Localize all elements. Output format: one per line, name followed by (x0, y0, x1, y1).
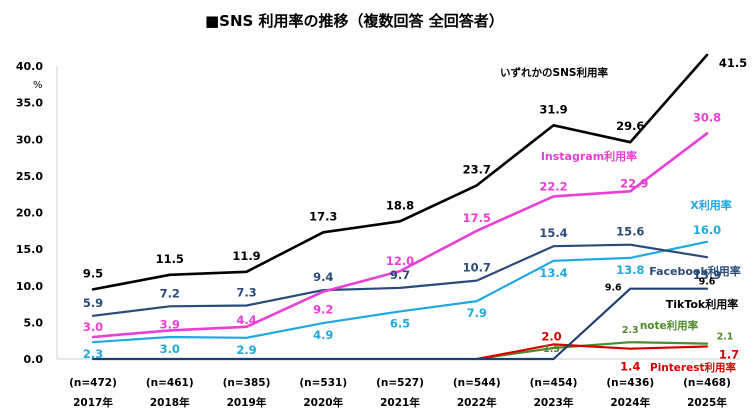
x-sample-size-label: (n=527) (376, 377, 424, 389)
data-label: 9.6 (699, 277, 716, 288)
data-label: 29.6 (616, 119, 644, 133)
y-tick-label: 35.0 (16, 97, 43, 110)
data-label: 1.7 (719, 348, 739, 362)
series-name-label: Facebook利用率 (649, 264, 741, 278)
data-label: 15.4 (539, 226, 567, 240)
series-name-label: Instagram利用率 (541, 149, 637, 163)
data-label: 31.9 (539, 102, 567, 116)
x-sample-size-label: (n=468) (683, 377, 731, 389)
data-label: 9.6 (605, 283, 622, 294)
x-tick-label: 2025年 (687, 396, 727, 409)
data-label: 3.9 (160, 317, 180, 331)
series-names: いずれかのSNS利用率 Instagram利用率 X利用率 Facebook利用率 Ti… (500, 66, 741, 374)
data-label: 41.5 (719, 56, 747, 70)
data-label: 10.7 (463, 261, 491, 275)
y-tick-label: 0.0 (24, 353, 44, 366)
x-tick-label: 2017年 (73, 396, 113, 409)
x-tick-label: 2019年 (227, 396, 267, 409)
x-sample-size-label: (n=472) (69, 377, 117, 389)
data-label: 2.1 (717, 332, 734, 343)
x-tick-label: 2021年 (380, 396, 420, 409)
series-name-label: note利用率 (640, 319, 699, 332)
data-label: 11.9 (232, 249, 260, 263)
y-tick-label: 40.0 (16, 60, 43, 73)
y-tick-label: 15.0 (16, 243, 43, 256)
data-label: 15.6 (616, 225, 644, 239)
data-label: 2.3 (622, 325, 639, 336)
x-tick-label: 2024年 (610, 396, 650, 409)
series-line-2 (91, 243, 709, 317)
x-sample-size-label: (n=461) (146, 377, 194, 389)
data-label: 13.8 (616, 263, 644, 277)
x-tick-label: 2018年 (150, 396, 190, 409)
data-label: 4.4 (236, 313, 256, 327)
data-label: 22.9 (620, 176, 648, 190)
x-sample-size-label: (n=436) (606, 377, 654, 389)
data-label: 9.4 (313, 270, 333, 284)
data-label: 6.5 (390, 316, 410, 330)
data-label: 3.0 (160, 342, 180, 356)
x-tick-label: 2023年 (534, 396, 574, 409)
y-tick-label: 25.0 (16, 170, 43, 183)
x-tick-label: 2022年 (457, 396, 497, 409)
series-lines (91, 53, 709, 361)
series-line-3 (91, 240, 709, 344)
y-tick-label: 30.0 (16, 133, 43, 146)
series-name-label: X利用率 (690, 198, 731, 212)
data-label: 13.4 (539, 266, 567, 280)
data-label: 11.5 (156, 252, 184, 266)
data-label: 9.7 (390, 268, 410, 282)
data-label: 7.9 (467, 306, 487, 320)
y-tick-label: 5.0 (24, 316, 44, 329)
series-line-6 (475, 343, 709, 361)
data-label: 7.3 (236, 286, 256, 300)
data-label: 16.0 (693, 223, 721, 237)
data-label: 12.0 (386, 254, 414, 268)
y-axis-unit: % (33, 80, 43, 91)
series-name-label: TikTok利用率 (666, 297, 739, 311)
y-tick-label: 20.0 (16, 207, 43, 220)
data-label: 13.9 (693, 268, 721, 282)
series-line-0 (91, 53, 709, 291)
data-label: 1.4 (620, 360, 640, 374)
data-label: 30.8 (693, 110, 721, 124)
series-line-1 (91, 132, 709, 339)
data-label: 2.0 (541, 329, 561, 343)
data-label: 22.2 (539, 179, 567, 193)
data-label: 2.3 (83, 347, 103, 361)
data-label: 9.5 (83, 266, 103, 280)
data-label: 23.7 (463, 162, 491, 176)
data-label: 17.3 (309, 209, 337, 223)
data-label: 1.5 (543, 344, 560, 355)
x-sample-size-label: (n=531) (299, 377, 347, 389)
x-sample-size-label: (n=385) (223, 377, 271, 389)
data-label: 2.9 (236, 343, 256, 357)
series-name-label: いずれかのSNS利用率 (500, 66, 608, 79)
series-line-4 (91, 287, 709, 361)
series-name-label: Pinterest利用率 (650, 361, 736, 374)
series-line-5 (475, 341, 709, 361)
data-label: 9.2 (313, 303, 333, 317)
x-tick-label: 2020年 (303, 396, 343, 409)
data-label: 4.9 (313, 328, 333, 342)
axes: 0.0 5.0 10.0 15.0 20.0 25.0 30.0 35.0 40.0 (n=472… (16, 60, 740, 409)
data-labels: 9.5 11.5 11.9 17.3 18.8 23.7 31.9 29.6 41.5 3.0 3.… (83, 56, 747, 374)
data-label: 5.9 (83, 296, 103, 310)
x-sample-size-label: (n=454) (530, 377, 578, 389)
chart-title: ■SNS 利用率の推移（複数回答 全回答者） (205, 12, 504, 30)
x-sample-size-label: (n=544) (453, 377, 501, 389)
data-label: 17.5 (463, 211, 491, 225)
data-label: 7.2 (160, 286, 180, 300)
data-label: 18.8 (386, 198, 414, 212)
y-tick-label: 10.0 (16, 280, 43, 293)
data-label: 3.0 (83, 320, 103, 334)
